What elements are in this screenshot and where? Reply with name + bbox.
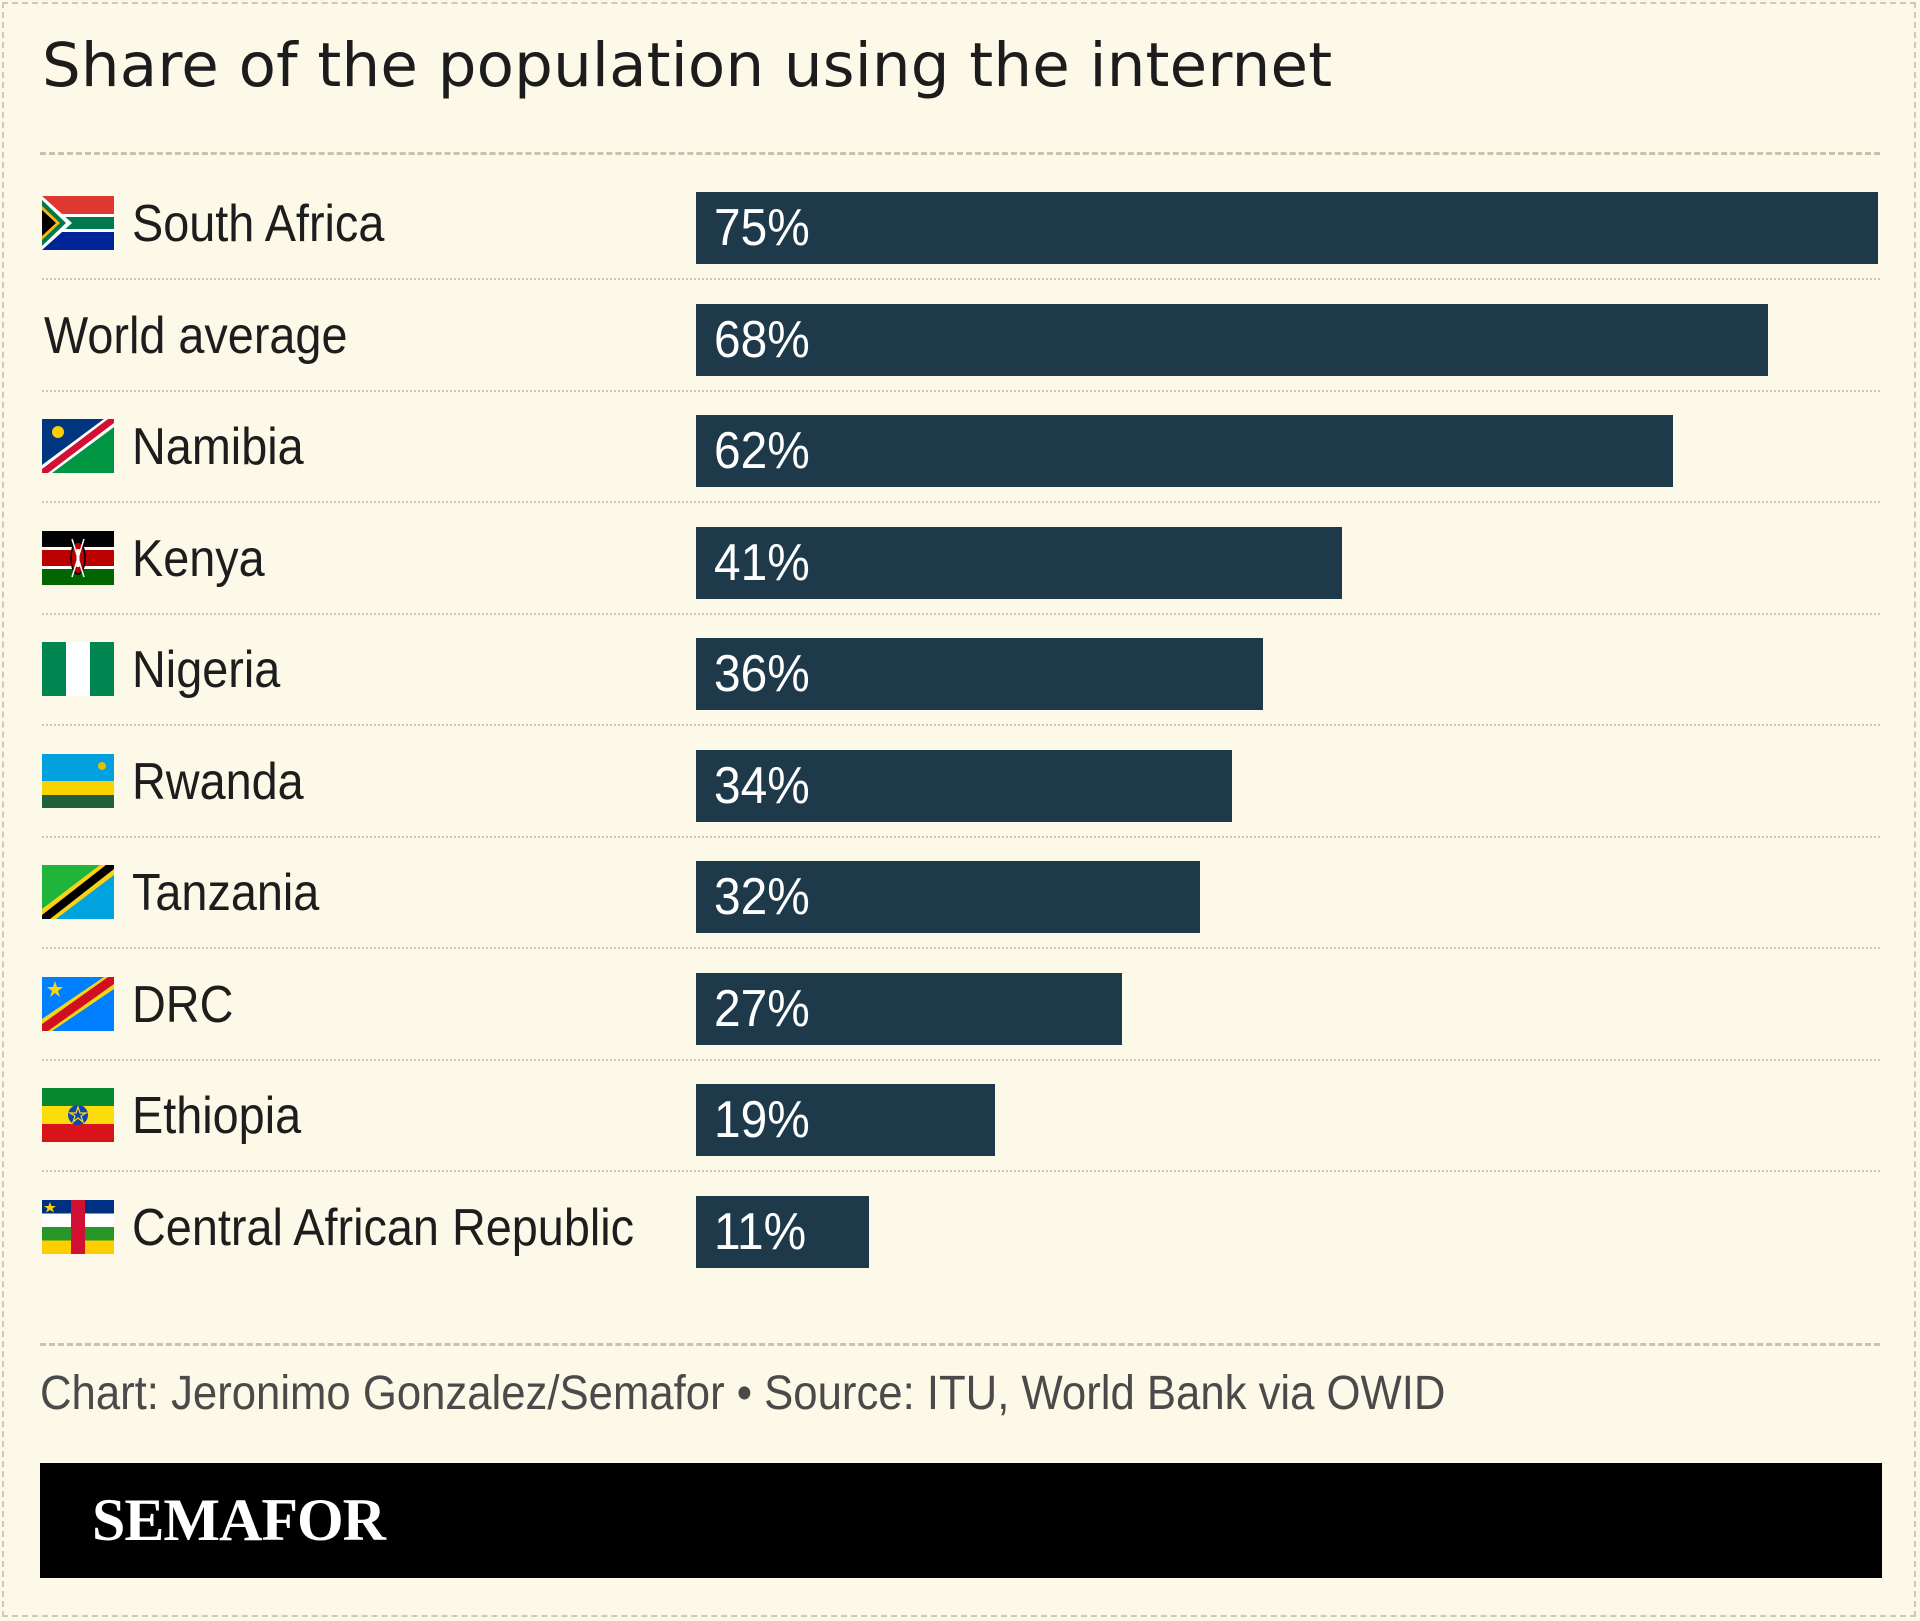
bar-row: Ethiopia 19% [40, 1060, 1880, 1172]
bottom-divider [40, 1343, 1880, 1346]
bar-value-label: 11% [714, 1202, 807, 1261]
bar-row: Nigeria 36% [40, 614, 1880, 726]
bar-value-label: 19% [714, 1091, 810, 1149]
bar-row: Kenya 41% [40, 503, 1880, 615]
tanzania-flag [42, 865, 114, 919]
bar-row: Tanzania 32% [40, 837, 1880, 949]
bar-value-label: 27% [714, 979, 810, 1038]
top-divider [40, 152, 1880, 155]
central-african-republic-flag [42, 1199, 114, 1254]
row-divider [42, 278, 1880, 280]
bar-row: South Africa 75% [40, 168, 1880, 280]
bar [696, 526, 1343, 599]
ethiopia-flag [42, 1088, 114, 1142]
row-divider [42, 724, 1880, 726]
bar [696, 192, 1878, 264]
category-label: Tanzania [132, 864, 320, 922]
namibia-flag [42, 419, 114, 473]
bar [696, 1084, 996, 1156]
bar [696, 972, 1122, 1045]
category-label: Kenya [132, 529, 265, 588]
nigeria-flag [42, 642, 114, 696]
bar-value-label: 36% [714, 645, 810, 703]
south-africa-flag [42, 196, 114, 250]
row-divider [42, 947, 1880, 949]
bar-value-label: 41% [714, 533, 810, 592]
row-divider [42, 1170, 1880, 1172]
bar-row: DRC 27% [40, 949, 1880, 1061]
bar [696, 861, 1201, 933]
chart-title: Share of the population using the intern… [42, 30, 1333, 101]
category-label: Central African Republic [132, 1198, 635, 1257]
category-label: South Africa [132, 195, 385, 253]
drc-flag [42, 976, 114, 1031]
bar [696, 638, 1264, 710]
row-divider [42, 612, 1880, 615]
bar-value-label: 62% [714, 422, 810, 480]
category-label: World average [44, 306, 348, 365]
row-divider [42, 389, 1880, 392]
bar-value-label: 68% [714, 310, 810, 369]
bar-value-label: 32% [714, 868, 810, 926]
bar-row: Namibia 62% [40, 391, 1880, 503]
category-label: Namibia [132, 418, 304, 476]
bar-row: Rwanda 34% [40, 726, 1880, 838]
rwanda-flag [42, 753, 114, 808]
bar [696, 303, 1768, 376]
bar [696, 749, 1232, 822]
bar-row: Central African Republic 11% [40, 1172, 1880, 1284]
row-divider [42, 501, 1880, 503]
bar-row: World average 68% [40, 280, 1880, 392]
bar [696, 415, 1674, 487]
category-label: DRC [132, 975, 234, 1034]
brand-logo: SEMAFOR [92, 1487, 386, 1553]
category-label: Rwanda [132, 752, 304, 811]
brand-bar: SEMAFOR [40, 1463, 1882, 1578]
category-label: Nigeria [132, 641, 281, 699]
category-label: Ethiopia [132, 1087, 302, 1145]
kenya-flag [42, 530, 114, 585]
row-divider [42, 835, 1880, 838]
bar [696, 1195, 870, 1268]
row-divider [42, 1058, 1880, 1061]
bar-value-label: 34% [714, 756, 810, 815]
bar-value-label: 75% [714, 199, 810, 257]
source-credit: Chart: Jeronimo Gonzalez/Semafor • Sourc… [40, 1367, 1446, 1420]
